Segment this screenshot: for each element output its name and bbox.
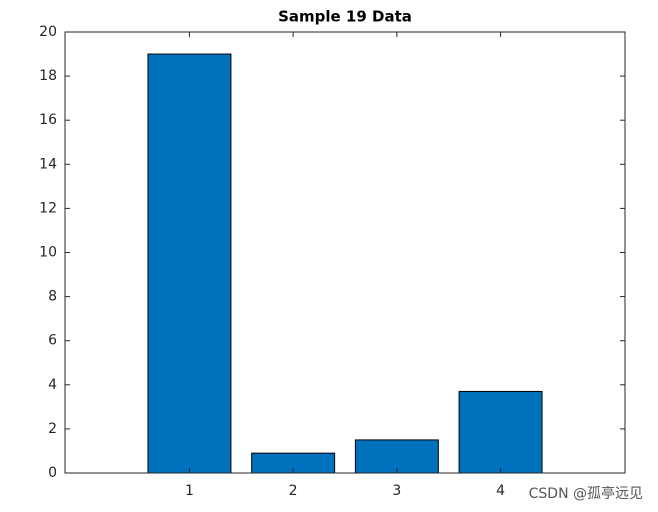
x-tick-label: 4 <box>496 483 505 499</box>
bar <box>147 53 232 474</box>
y-tick-label: 8 <box>48 289 57 305</box>
y-tick-label: 20 <box>39 24 57 40</box>
bar <box>458 390 543 474</box>
y-tick-label: 14 <box>39 156 57 172</box>
x-tick-label: 3 <box>392 483 401 499</box>
y-tick-label: 16 <box>39 112 57 128</box>
x-tick-label: 1 <box>185 483 194 499</box>
chart-title: Sample 19 Data <box>278 8 412 26</box>
bar <box>354 439 439 474</box>
x-tick-label: 2 <box>289 483 298 499</box>
y-tick-label: 4 <box>48 377 57 393</box>
y-tick-label: 2 <box>48 421 57 437</box>
y-tick-label: 0 <box>48 465 57 481</box>
watermark: CSDN @孤亭远见 <box>529 485 643 502</box>
y-tick-label: 18 <box>39 68 57 84</box>
y-tick-label: 6 <box>48 333 57 349</box>
y-tick-label: 10 <box>39 245 57 261</box>
y-tick-label: 12 <box>39 200 57 216</box>
